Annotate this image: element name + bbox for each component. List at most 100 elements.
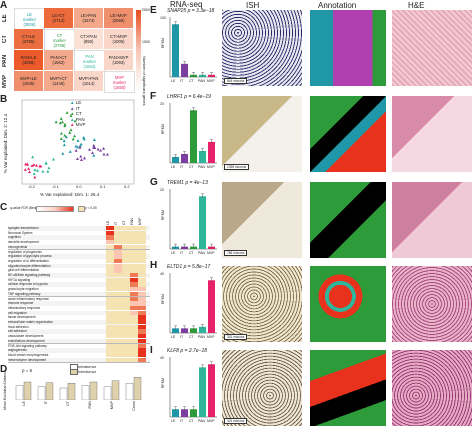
heat-cell: LE>MVP (2065): [104, 8, 133, 28]
go-term-label: cell migration: [8, 310, 27, 315]
go-heat-cell: [106, 348, 114, 353]
go-heat-cell: [138, 348, 146, 353]
go-heat-cell: [106, 296, 114, 301]
gene-xlabel: LE: [171, 335, 176, 339]
pca-point: [63, 133, 67, 137]
pca-point: [76, 139, 80, 142]
go-heat-cell: [122, 263, 130, 268]
pca-legend-label: CT: [75, 111, 82, 116]
go-heat-cell: [122, 244, 130, 250]
error-bar: [183, 243, 186, 249]
gene-bar-chart: [169, 273, 217, 334]
error-bar: [210, 277, 213, 282]
gene-xlabel: CT: [189, 251, 194, 255]
header-ish: ISH: [246, 1, 260, 10]
go-heat-cell: [138, 268, 146, 273]
go-heat-cell: [130, 263, 138, 268]
heat-scale-tick-high: 2500: [142, 8, 150, 12]
go-heat-cell: [106, 324, 114, 330]
go-heat-cell: [138, 296, 146, 301]
go-heat-cell: [138, 282, 146, 287]
go-heat-cell: [114, 296, 122, 301]
go-heat-cell: [138, 249, 146, 254]
pca-point: [32, 172, 36, 176]
pca-point: [59, 137, 63, 140]
go-heat-cell: [114, 277, 122, 283]
gene-bar-chart: [169, 189, 217, 250]
gene-xlabel: MVP: [207, 79, 215, 83]
go-heat-cell: [122, 230, 130, 236]
pca-point: [68, 131, 72, 134]
pca-point: [82, 137, 86, 141]
go-heat-cell: [106, 291, 114, 297]
gene-xlabel: CT: [189, 335, 194, 339]
go-term-label: regulation of ptogenesis: [8, 249, 42, 254]
scale-bar-label: 844 microns: [224, 78, 248, 84]
go-term-label: blood vessel morphogenesis: [8, 352, 49, 357]
go-heat-cell: [130, 254, 138, 259]
gene-xlabel: MVP: [207, 165, 215, 169]
error-bar: [201, 193, 204, 198]
go-heat-cell: [130, 305, 138, 311]
error-bar: [201, 364, 204, 369]
pca-point: [93, 146, 97, 149]
go-col-label: CT: [122, 220, 126, 225]
error-bar: [183, 406, 186, 411]
gene-ylabel: RPKM: [161, 294, 165, 305]
go-heat-cell: [114, 357, 122, 362]
pca-point: [28, 170, 32, 174]
gene-xlabel: IT: [180, 251, 184, 255]
go-legend-left: q-value FDR (Benj) -log10: [10, 206, 48, 210]
pca-point: [59, 117, 63, 120]
gene-xlabel: IT: [180, 79, 184, 83]
distance-category-label: IT: [44, 401, 48, 405]
row-label-mvp: MVP: [2, 75, 8, 89]
go-heat-cell: [130, 273, 138, 278]
pca-point: [33, 168, 37, 172]
pca-point: [34, 163, 38, 167]
triangle-icon: ▲: [70, 105, 76, 111]
distance-bar: [103, 386, 112, 400]
go-heat-cell: [138, 254, 146, 259]
go-heat-cell: [114, 244, 122, 250]
expression-bar: [172, 409, 179, 417]
pca-point: [102, 152, 106, 156]
expression-bar: [181, 63, 188, 77]
go-heat-cell: [138, 324, 146, 330]
pca-point: [61, 151, 65, 155]
gene-ylabel: RPKM: [161, 378, 165, 389]
heat-cell: CT>LE (2765): [14, 29, 43, 49]
gene-title: KLF8 p = 2.7e−18: [167, 348, 208, 354]
panel-c-letter: C: [0, 202, 8, 213]
gene-bar-chart: [169, 357, 217, 418]
panel-d-letter: D: [0, 364, 8, 375]
go-heat-cell: [114, 305, 122, 311]
go-heat-cell: [138, 263, 146, 268]
gene-ylabel: RPKM: [161, 38, 165, 49]
go-heat-cell: [106, 258, 114, 264]
pca-legend-item: ▲ MVP: [70, 122, 100, 128]
pca-point: [79, 154, 83, 158]
pca-point: [74, 144, 78, 148]
go-heat-cell: [114, 240, 122, 245]
triangle-icon: ▲: [70, 116, 76, 122]
distance-category-label: Cross: [132, 401, 136, 411]
go-heat-cell: [122, 249, 130, 254]
he-image: [392, 350, 472, 426]
expression-bar: [190, 409, 197, 417]
gene-xlabel: MVP: [207, 251, 215, 255]
go-heat-cell: [130, 348, 138, 353]
panel-g-letter: G: [150, 177, 158, 188]
heat-cell: PAN>MVP (1093): [104, 50, 133, 70]
pca-point: [87, 148, 91, 151]
he-image: [392, 96, 472, 172]
annotation-image: [310, 350, 386, 426]
triangle-icon: ▲: [70, 111, 76, 116]
pca-point: [41, 169, 45, 173]
pca-xtick: -0.2: [28, 184, 35, 189]
pca-legend-label: PAN: [75, 116, 85, 122]
go-heat-cell: [130, 301, 138, 306]
he-image: [392, 182, 472, 258]
gene-xlabel: MVP: [207, 419, 215, 423]
go-heat-cell: [106, 226, 114, 231]
